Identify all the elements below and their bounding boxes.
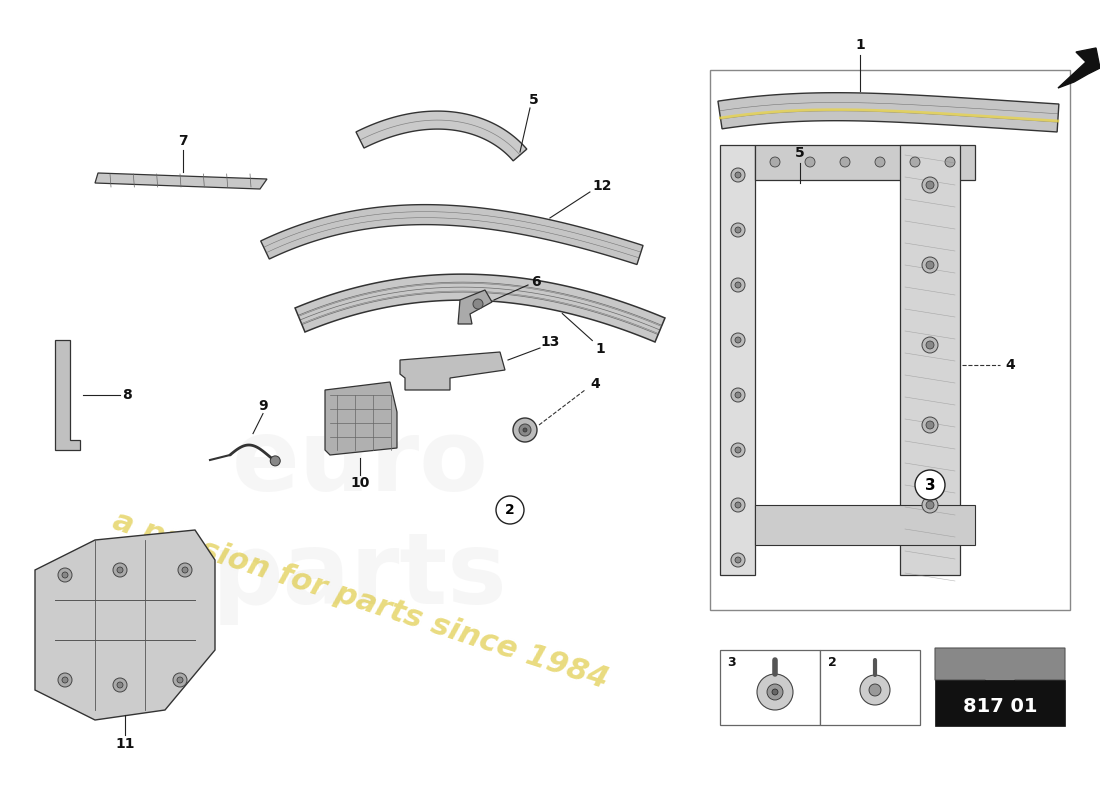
Polygon shape <box>718 93 1059 132</box>
Circle shape <box>732 443 745 457</box>
Circle shape <box>772 689 778 695</box>
Circle shape <box>926 421 934 429</box>
Polygon shape <box>261 205 644 265</box>
Circle shape <box>735 447 741 453</box>
Circle shape <box>735 337 741 343</box>
Circle shape <box>735 227 741 233</box>
Circle shape <box>178 563 192 577</box>
Text: 9: 9 <box>258 398 267 413</box>
Text: 4: 4 <box>1005 358 1015 372</box>
Circle shape <box>732 553 745 567</box>
Circle shape <box>113 563 127 577</box>
Polygon shape <box>95 173 267 189</box>
Bar <box>820 650 920 725</box>
Circle shape <box>117 567 123 573</box>
Circle shape <box>513 418 537 442</box>
Polygon shape <box>356 111 527 161</box>
Circle shape <box>58 673 72 687</box>
Circle shape <box>915 470 945 500</box>
Circle shape <box>805 157 815 167</box>
Circle shape <box>735 557 741 563</box>
Circle shape <box>945 157 955 167</box>
Circle shape <box>869 684 881 696</box>
Circle shape <box>922 177 938 193</box>
Polygon shape <box>55 340 80 450</box>
Circle shape <box>732 223 745 237</box>
Polygon shape <box>400 352 505 390</box>
Circle shape <box>922 257 938 273</box>
Circle shape <box>732 333 745 347</box>
Circle shape <box>496 496 524 524</box>
Circle shape <box>922 337 938 353</box>
Bar <box>755 505 975 545</box>
Text: 3: 3 <box>925 478 935 493</box>
Circle shape <box>732 498 745 512</box>
Circle shape <box>922 497 938 513</box>
Bar <box>710 70 1070 610</box>
Bar <box>720 145 755 575</box>
Circle shape <box>182 567 188 573</box>
Circle shape <box>910 157 920 167</box>
Circle shape <box>735 502 741 508</box>
Bar <box>720 650 820 725</box>
Circle shape <box>840 157 850 167</box>
Polygon shape <box>458 290 492 324</box>
Text: 2: 2 <box>827 655 836 669</box>
Text: euro
parts: euro parts <box>212 415 508 625</box>
Circle shape <box>874 157 886 167</box>
Circle shape <box>62 572 68 578</box>
Circle shape <box>770 157 780 167</box>
Circle shape <box>271 456 281 466</box>
Polygon shape <box>324 382 397 455</box>
Circle shape <box>735 392 741 398</box>
Circle shape <box>926 181 934 189</box>
Circle shape <box>173 673 187 687</box>
Circle shape <box>58 568 72 582</box>
Circle shape <box>735 172 741 178</box>
Circle shape <box>926 261 934 269</box>
Text: a passion for parts since 1984: a passion for parts since 1984 <box>109 506 612 694</box>
Polygon shape <box>1058 48 1100 88</box>
Text: 1: 1 <box>595 342 605 355</box>
Text: 4: 4 <box>590 377 600 391</box>
Bar <box>755 145 975 180</box>
Circle shape <box>922 417 938 433</box>
Circle shape <box>113 678 127 692</box>
Text: 817 01: 817 01 <box>962 697 1037 715</box>
Circle shape <box>117 682 123 688</box>
Circle shape <box>522 428 527 432</box>
Text: 1: 1 <box>856 38 865 52</box>
Circle shape <box>473 299 483 309</box>
Text: 11: 11 <box>116 737 134 751</box>
Text: 7: 7 <box>178 134 188 148</box>
Text: 5: 5 <box>795 146 805 160</box>
Circle shape <box>732 388 745 402</box>
Circle shape <box>757 674 793 710</box>
Circle shape <box>519 424 531 436</box>
Circle shape <box>926 341 934 349</box>
Circle shape <box>860 675 890 705</box>
Circle shape <box>732 278 745 292</box>
Text: 5: 5 <box>529 93 539 107</box>
Text: 12: 12 <box>592 179 612 193</box>
Text: 2: 2 <box>505 503 515 517</box>
Text: 10: 10 <box>350 476 370 490</box>
Circle shape <box>735 282 741 288</box>
Text: 3: 3 <box>728 655 736 669</box>
Circle shape <box>767 684 783 700</box>
Text: 13: 13 <box>540 335 560 349</box>
Circle shape <box>62 677 68 683</box>
Circle shape <box>926 501 934 509</box>
Polygon shape <box>295 274 666 342</box>
Text: 6: 6 <box>531 275 541 289</box>
Circle shape <box>732 168 745 182</box>
Circle shape <box>177 677 183 683</box>
Polygon shape <box>35 530 214 720</box>
Bar <box>900 145 960 575</box>
Bar <box>935 680 1065 726</box>
Polygon shape <box>935 648 1065 700</box>
Text: 8: 8 <box>122 388 132 402</box>
